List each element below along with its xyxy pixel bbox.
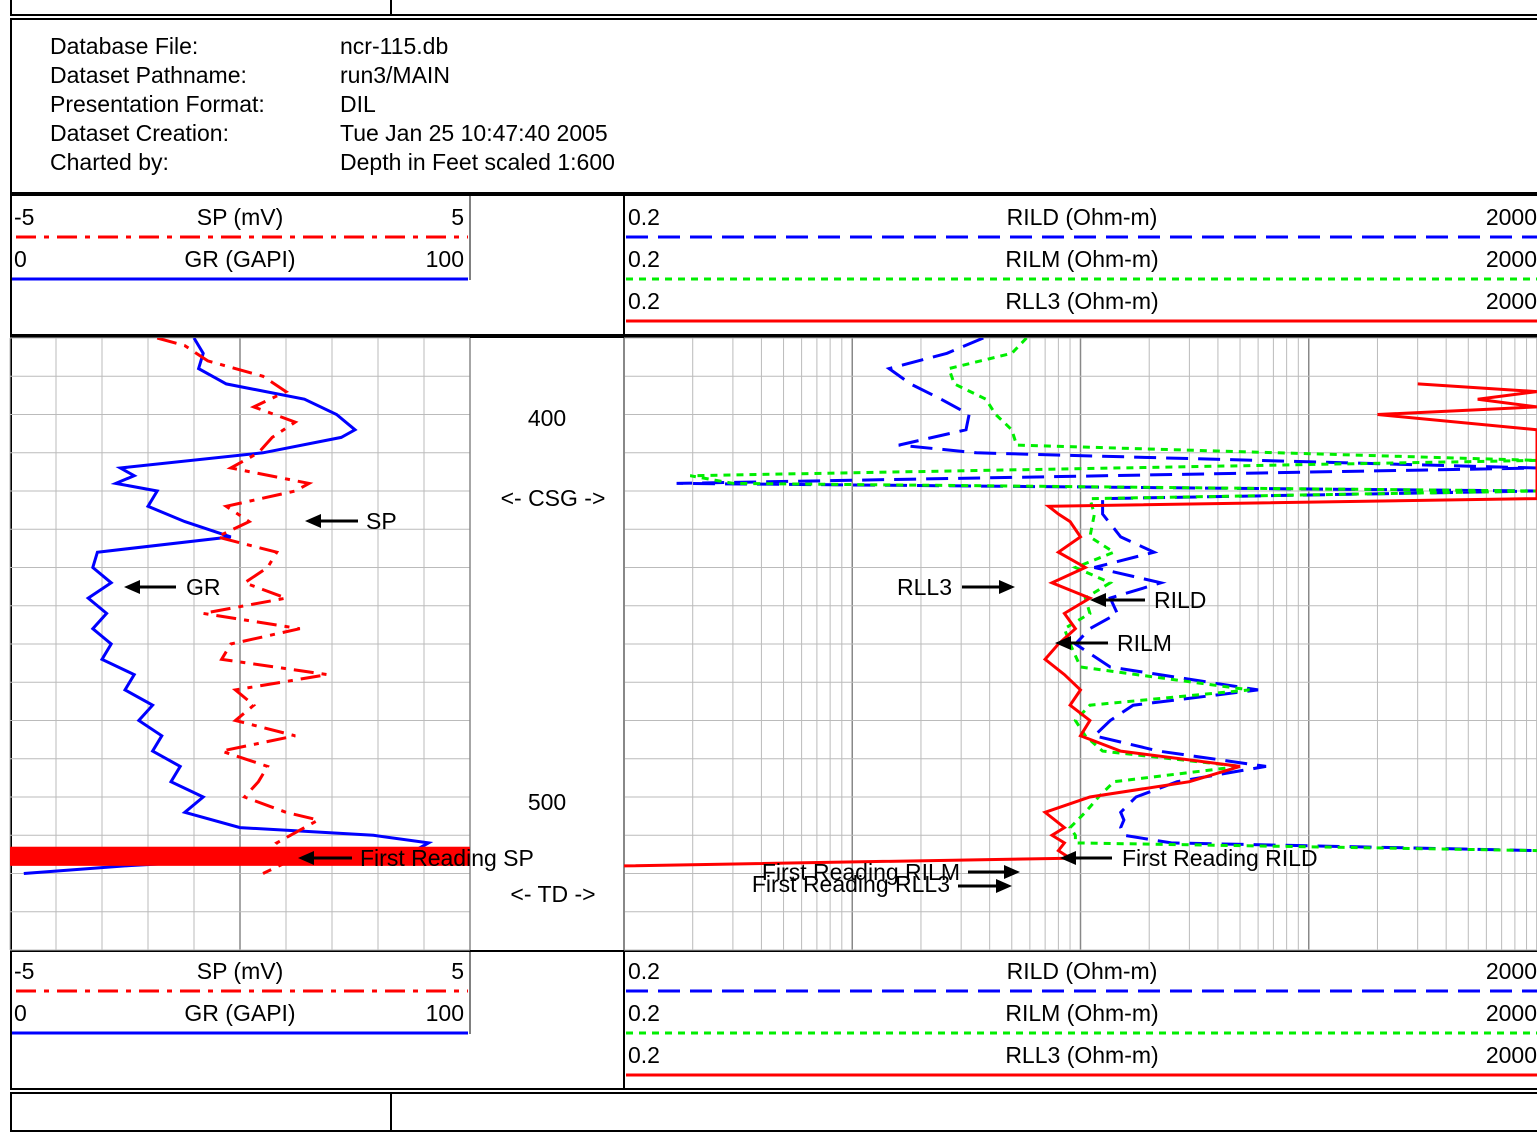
header-value: DIL <box>340 91 376 117</box>
top-band <box>10 0 1537 16</box>
arrow-sp-head <box>305 514 321 528</box>
header-label: Charted by: <box>50 149 169 175</box>
legend-sp-name: SP (mV) <box>196 204 284 230</box>
arrow-gr-head <box>124 580 140 594</box>
arrow-first-rild-head <box>1060 851 1076 865</box>
annotation-first-rild: First Reading RILD <box>1122 845 1318 871</box>
legend-rild-max: 2000 <box>1485 958 1537 984</box>
legend-rilm-max: 2000 <box>1485 246 1537 272</box>
header-value: ncr-115.db <box>340 33 449 59</box>
header-value: run3/MAIN <box>340 62 450 88</box>
legend-rll3-name: RLL3 (Ohm-m) <box>1005 288 1159 314</box>
legend-gr-min: 0 <box>14 1000 27 1026</box>
legend-sp-max: 5 <box>451 204 464 230</box>
legend-rll3-max: 2000 <box>1485 288 1537 314</box>
legend-gr-name: GR (GAPI) <box>184 246 296 272</box>
header-label: Dataset Creation: <box>50 120 229 146</box>
curve-gr <box>23 338 434 875</box>
legend-panel-bottom <box>10 950 1537 1090</box>
header-label: Database File: <box>50 33 199 59</box>
legend-rild-min: 0.2 <box>628 204 660 230</box>
casing-label: <- CSG -> <box>500 485 606 511</box>
annotation-first-rll3: First Reading RLL3 <box>752 871 950 897</box>
legend-rild-max: 2000 <box>1485 204 1537 230</box>
header-label: Dataset Pathname: <box>50 62 247 88</box>
legend-sp-min: -5 <box>14 204 35 230</box>
legend-rilm-min: 0.2 <box>628 1000 660 1026</box>
annotation-gr: GR <box>186 574 221 600</box>
legend-rilm-min: 0.2 <box>628 246 660 272</box>
arrow-first-rilm-head <box>1004 865 1020 879</box>
curve-rll3 <box>624 382 1537 868</box>
depth-label-500: 500 <box>527 789 567 815</box>
arrow-rild-head <box>1090 593 1106 607</box>
arrow-first-rll3-head <box>996 879 1012 893</box>
header-value: Tue Jan 25 10:47:40 2005 <box>340 120 608 146</box>
legend-rild-name: RILD (Ohm-m) <box>1006 958 1158 984</box>
annotation-rilm: RILM <box>1117 630 1172 656</box>
td-label: <- TD -> <box>510 881 596 907</box>
legend-rild-name: RILD (Ohm-m) <box>1006 204 1158 230</box>
legend-gr-name: GR (GAPI) <box>184 1000 296 1026</box>
arrow-first-sp-head <box>298 851 314 865</box>
sp-noise-band <box>10 846 470 866</box>
annotation-rild: RILD <box>1154 587 1206 613</box>
annotation-sp: SP <box>366 508 397 534</box>
footer-band-divider <box>390 1092 392 1132</box>
top-band-divider <box>390 0 392 14</box>
legend-rilm-max: 2000 <box>1485 1000 1537 1026</box>
arrow-rll3-head <box>999 580 1015 594</box>
legend-rll3-max: 2000 <box>1485 1042 1537 1068</box>
header-label: Presentation Format: <box>50 91 265 117</box>
legend-rll3-name: RLL3 (Ohm-m) <box>1005 1042 1159 1068</box>
annotation-first-rilm: First Reading RILM <box>762 859 960 885</box>
legend-rll3-min: 0.2 <box>628 1042 660 1068</box>
legend-gr-max: 100 <box>425 1000 464 1026</box>
header-panel: Database File: ncr-115.db Dataset Pathna… <box>10 18 1537 194</box>
depth-label-400: 400 <box>527 405 567 431</box>
legend-sp-min: -5 <box>14 958 35 984</box>
annotation-first-sp: First Reading SP <box>360 845 534 871</box>
legend-panel-top <box>10 194 1537 336</box>
curve-rilm <box>689 338 1537 853</box>
header-value: Depth in Feet scaled 1:600 <box>340 149 615 175</box>
curve-rild <box>676 338 1537 853</box>
legend-rll3-min: 0.2 <box>628 288 660 314</box>
legend-gr-max: 100 <box>425 246 464 272</box>
legend-rilm-name: RILM (Ohm-m) <box>1005 246 1159 272</box>
legend-gr-min: 0 <box>14 246 27 272</box>
legend-rild-min: 0.2 <box>628 958 660 984</box>
legend-rilm-name: RILM (Ohm-m) <box>1005 1000 1159 1026</box>
arrow-rilm-head <box>1055 636 1071 650</box>
legend-sp-name: SP (mV) <box>196 958 284 984</box>
legend-sp-max: 5 <box>451 958 464 984</box>
annotation-rll3: RLL3 <box>897 574 952 600</box>
